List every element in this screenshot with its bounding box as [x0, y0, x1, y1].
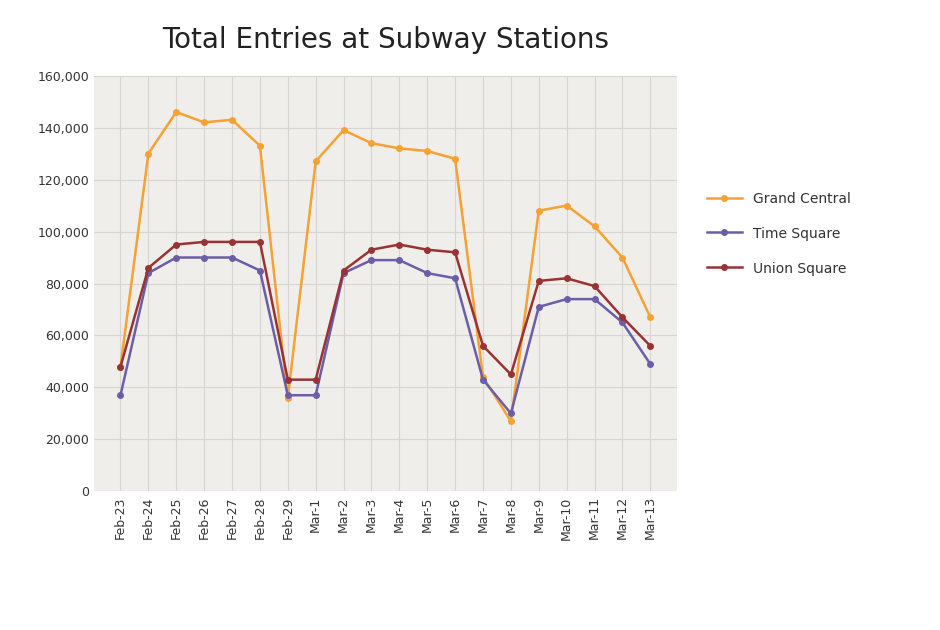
Time Square [645, 360, 656, 368]
Union Square [449, 249, 461, 256]
Time Square [310, 391, 321, 399]
Union Square [588, 282, 600, 290]
Grand Central [533, 207, 544, 214]
Title: Total Entries at Subway Stations: Total Entries at Subway Stations [162, 26, 609, 54]
Grand Central [227, 116, 238, 123]
Grand Central [115, 363, 126, 370]
Grand Central [338, 127, 350, 134]
Grand Central [310, 158, 321, 165]
Union Square [227, 238, 238, 246]
Line: Union Square: Union Square [118, 239, 653, 382]
Union Square [143, 264, 154, 272]
Grand Central [561, 202, 572, 209]
Union Square [394, 241, 405, 248]
Union Square [338, 266, 350, 274]
Time Square [198, 254, 210, 261]
Time Square [366, 256, 377, 264]
Time Square [143, 270, 154, 277]
Union Square [255, 238, 266, 246]
Time Square [171, 254, 182, 261]
Time Square [338, 270, 350, 277]
Grand Central [645, 314, 656, 321]
Grand Central [282, 394, 293, 402]
Time Square [282, 391, 293, 399]
Line: Grand Central: Grand Central [118, 109, 653, 424]
Time Square [449, 275, 461, 282]
Grand Central [171, 108, 182, 116]
Union Square [310, 376, 321, 384]
Line: Time Square: Time Square [118, 255, 653, 416]
Union Square [561, 275, 572, 282]
Time Square [617, 319, 628, 326]
Grand Central [421, 147, 432, 155]
Grand Central [505, 418, 516, 425]
Union Square [421, 246, 432, 253]
Grand Central [617, 254, 628, 261]
Union Square [282, 376, 293, 384]
Time Square [394, 256, 405, 264]
Time Square [421, 270, 432, 277]
Union Square [198, 238, 210, 246]
Grand Central [198, 118, 210, 126]
Grand Central [143, 150, 154, 158]
Time Square [115, 391, 126, 399]
Time Square [255, 266, 266, 274]
Union Square [366, 246, 377, 253]
Time Square [478, 376, 489, 384]
Union Square [645, 342, 656, 350]
Legend: Grand Central, Time Square, Union Square: Grand Central, Time Square, Union Square [701, 186, 856, 281]
Union Square [617, 314, 628, 321]
Time Square [505, 410, 516, 417]
Grand Central [588, 222, 600, 230]
Union Square [505, 370, 516, 378]
Time Square [227, 254, 238, 261]
Union Square [533, 277, 544, 285]
Grand Central [394, 145, 405, 152]
Time Square [588, 295, 600, 303]
Time Square [561, 295, 572, 303]
Grand Central [366, 139, 377, 147]
Grand Central [255, 142, 266, 149]
Grand Central [478, 373, 489, 381]
Union Square [171, 241, 182, 248]
Union Square [115, 363, 126, 370]
Union Square [478, 342, 489, 350]
Time Square [533, 303, 544, 311]
Grand Central [449, 155, 461, 163]
